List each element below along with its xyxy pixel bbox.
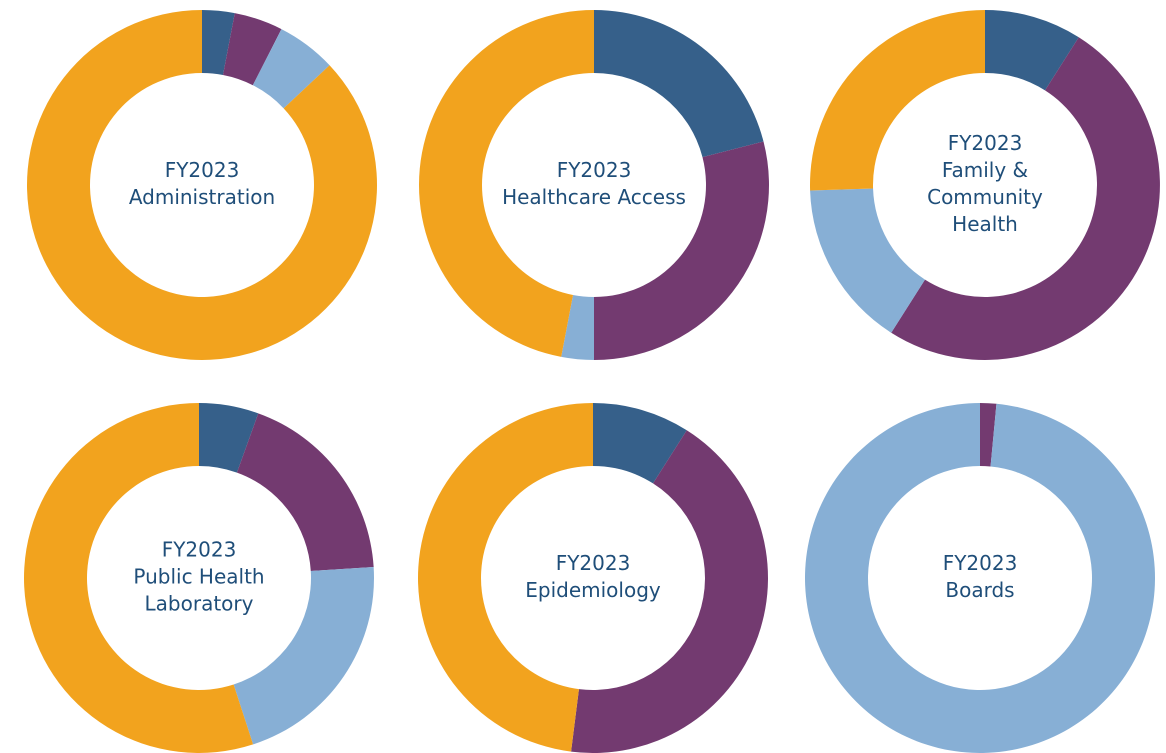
donut-segment <box>810 188 925 333</box>
donut-segment <box>810 10 985 191</box>
donut-label: Community <box>927 185 1043 209</box>
donut-label: Healthcare Access <box>502 185 686 209</box>
donut-label: FY2023 <box>165 158 240 182</box>
donut-label: Health <box>952 212 1018 236</box>
donut-segment <box>222 13 282 86</box>
donut-segment <box>23 403 254 753</box>
donut-label: Family & <box>942 158 1028 182</box>
donut-label: Epidemiology <box>525 578 661 602</box>
donut-label: Laboratory <box>145 592 254 616</box>
donut-label: Boards <box>945 578 1014 602</box>
donut-label: FY2023 <box>948 131 1023 155</box>
donut-segment <box>561 295 594 360</box>
donut-segment <box>418 403 593 752</box>
donut-segment <box>26 10 377 361</box>
donut-label: Public Health <box>133 565 264 589</box>
donut-segment <box>985 10 1079 91</box>
donut-segment <box>199 403 259 473</box>
donut-segment <box>980 403 997 467</box>
donut-label: FY2023 <box>943 551 1018 575</box>
donut-segment <box>594 10 764 158</box>
donut-segment <box>593 403 687 484</box>
donut-label: FY2023 <box>162 538 237 562</box>
donut-segment <box>594 141 769 360</box>
donut-label: FY2023 <box>556 551 631 575</box>
donut-segment <box>252 29 330 109</box>
donut-segment <box>571 430 768 753</box>
donut-segment <box>805 403 1156 753</box>
donut-segment <box>236 413 374 571</box>
donut-segment <box>418 10 594 357</box>
donut-segment <box>202 10 235 75</box>
donut-segment <box>233 567 374 745</box>
donut-label: Administration <box>129 185 275 209</box>
donut-label: FY2023 <box>557 158 632 182</box>
donut-segment <box>891 37 1160 360</box>
